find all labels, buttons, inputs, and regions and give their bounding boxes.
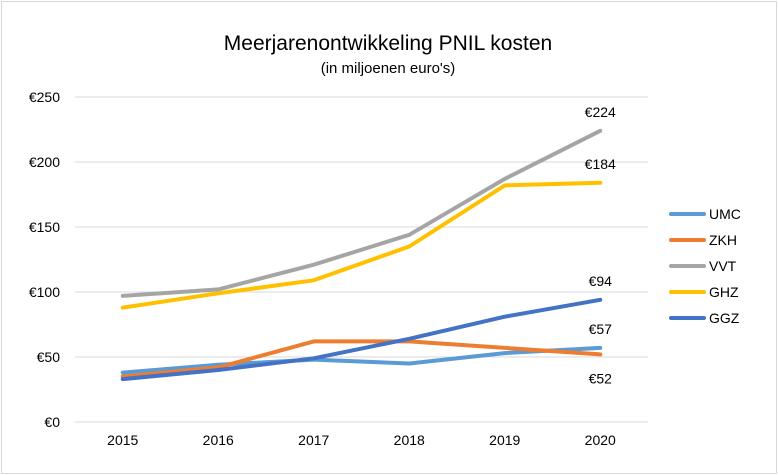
series-lines <box>120 128 603 382</box>
legend-label-vvt: VVT <box>709 258 737 274</box>
x-tick-label: 2018 <box>394 432 425 448</box>
chart-subtitle: (in miljoenen euro's) <box>321 60 456 77</box>
legend-label-zkh: ZKH <box>709 232 737 248</box>
series-line-ghz <box>120 180 603 310</box>
data-labels: €224 €184 €94 €57 €52 <box>585 104 616 387</box>
legend-label-umc: UMC <box>709 206 741 222</box>
series-line-vvt <box>120 128 603 298</box>
legend-label-ggz: GGZ <box>709 310 740 326</box>
chart-title: Meerjarenontwikkeling PNIL kosten <box>224 32 552 55</box>
x-tick-label: 2020 <box>585 432 616 448</box>
legend-label-ghz: GHZ <box>709 284 739 300</box>
x-axis-ticks: 2015 2016 2017 2018 2019 2020 <box>107 432 616 448</box>
series-line-zkh <box>120 339 603 379</box>
data-label-ggz: €94 <box>589 273 613 289</box>
y-tick-label: €100 <box>29 284 60 300</box>
x-tick-label: 2016 <box>203 432 234 448</box>
data-label-vvt: €224 <box>585 104 616 120</box>
series-line-ggz <box>120 297 603 382</box>
y-tick-label: €250 <box>29 89 60 105</box>
x-tick-label: 2015 <box>107 432 138 448</box>
data-label-ghz: €184 <box>585 156 616 172</box>
series-line-umc <box>120 345 603 375</box>
y-tick-label: €150 <box>29 219 60 235</box>
data-label-zkh: €52 <box>589 370 613 386</box>
x-tick-label: 2017 <box>298 432 329 448</box>
y-tick-label: €200 <box>29 154 60 170</box>
y-tick-label: €50 <box>37 349 61 365</box>
y-axis-ticks: €0 €50 €100 €150 €200 €250 <box>29 89 60 430</box>
x-tick-label: 2019 <box>489 432 520 448</box>
legend: UMC ZKH VVT GHZ GGZ <box>669 206 741 326</box>
y-tick-label: €0 <box>44 414 60 430</box>
data-label-umc: €57 <box>589 321 613 337</box>
